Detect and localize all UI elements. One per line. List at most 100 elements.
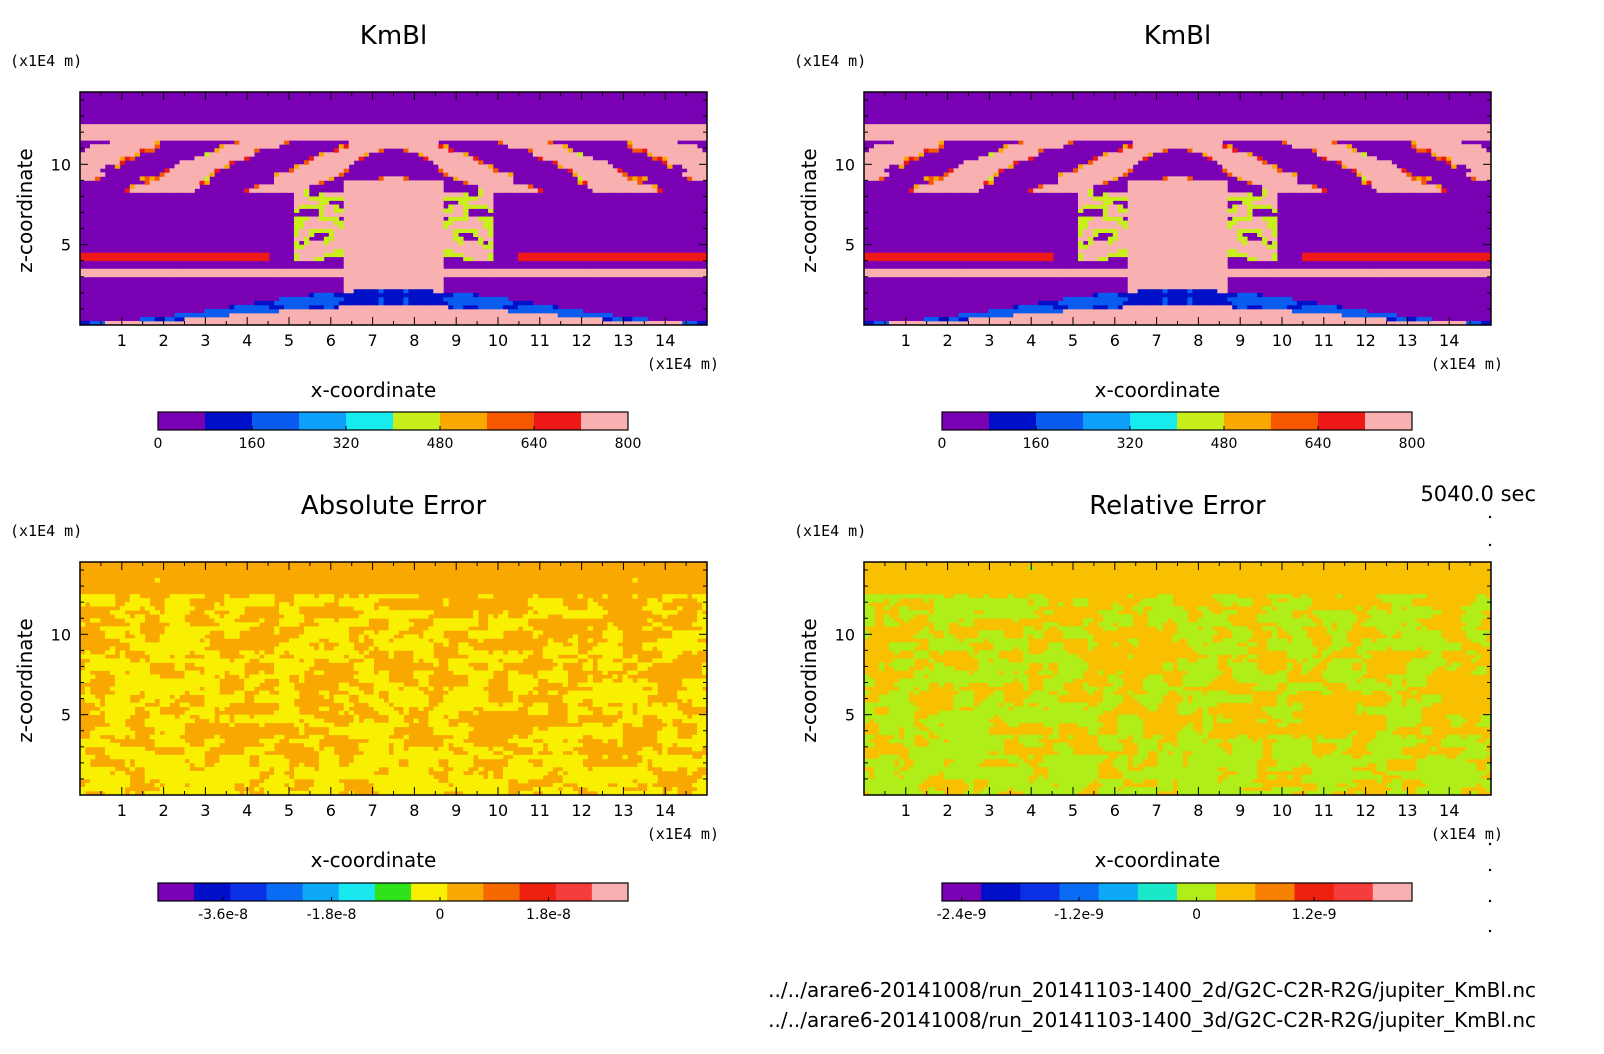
field-cell xyxy=(274,176,280,181)
field-cell xyxy=(1097,244,1104,250)
field-cell xyxy=(1182,240,1188,246)
field-cell xyxy=(303,308,310,314)
field-cell xyxy=(433,280,439,286)
field-cell xyxy=(1127,252,1134,258)
field-cell xyxy=(373,180,379,185)
field-cell xyxy=(1102,200,1109,205)
field-cell xyxy=(428,284,434,290)
field-cell xyxy=(507,144,514,149)
field-cell xyxy=(1152,288,1158,294)
field-cell xyxy=(983,252,989,258)
field-cell xyxy=(993,316,999,322)
field-cell xyxy=(567,132,574,137)
field-cell xyxy=(567,268,574,274)
field-cell xyxy=(547,252,554,258)
field-cell xyxy=(512,124,519,129)
field-cell xyxy=(1008,272,1014,278)
field-cell xyxy=(1132,200,1139,205)
field-cell xyxy=(913,272,920,278)
field-cell xyxy=(298,180,305,185)
field-cell xyxy=(373,192,379,197)
field-cell xyxy=(418,300,424,306)
field-cell xyxy=(1187,264,1193,270)
field-cell xyxy=(893,136,900,141)
field-cell xyxy=(478,272,484,278)
field-cell xyxy=(249,308,255,314)
field-cell xyxy=(1147,208,1154,213)
field-cell xyxy=(903,152,910,157)
field-cell xyxy=(493,316,499,322)
field-cell xyxy=(1058,268,1064,274)
field-cell xyxy=(998,312,1004,318)
field-cell xyxy=(973,136,979,141)
field-cell xyxy=(403,176,409,181)
field-cell xyxy=(567,164,574,169)
field-cell xyxy=(378,132,384,137)
field-cell xyxy=(617,132,623,137)
field-cell xyxy=(114,132,121,137)
field-cell xyxy=(338,192,345,197)
field-cell xyxy=(368,264,374,270)
field-cell xyxy=(293,176,300,181)
field-cell xyxy=(184,172,190,177)
field-cell xyxy=(602,312,608,318)
field-cell xyxy=(413,140,419,145)
field-cell xyxy=(358,204,365,209)
field-cell xyxy=(1102,216,1109,221)
field-cell xyxy=(878,252,885,258)
field-cell xyxy=(104,132,111,137)
field-cell xyxy=(612,132,618,137)
field-cell xyxy=(692,320,698,326)
field-cell xyxy=(632,252,638,258)
field-cell xyxy=(338,224,345,229)
field-cell xyxy=(403,144,409,149)
field-cell xyxy=(473,220,479,225)
field-cell xyxy=(333,160,340,165)
field-cell xyxy=(119,252,126,258)
field-cell xyxy=(353,296,360,302)
field-cell xyxy=(1112,156,1119,161)
field-cell xyxy=(249,272,255,278)
field-cell xyxy=(958,256,964,262)
field-cell xyxy=(318,204,325,209)
field-cell xyxy=(393,284,399,290)
field-cell xyxy=(403,296,409,302)
field-cell xyxy=(562,316,569,322)
field-cell xyxy=(1132,128,1139,133)
field-cell xyxy=(383,252,389,258)
field-cell xyxy=(1157,136,1163,141)
field-cell xyxy=(657,268,663,274)
field-cell xyxy=(502,180,509,185)
field-cell xyxy=(80,172,86,177)
field-cell xyxy=(423,204,429,209)
field-cell xyxy=(1003,164,1009,169)
field-cell xyxy=(204,132,210,137)
field-cell xyxy=(1137,236,1144,242)
field-cell xyxy=(94,156,101,161)
field-cell xyxy=(448,152,454,157)
field-cell xyxy=(453,152,459,157)
field-cell xyxy=(883,128,890,133)
field-cell xyxy=(473,180,479,185)
field-cell xyxy=(448,136,454,141)
field-cell xyxy=(637,128,643,133)
field-cell xyxy=(983,156,989,161)
field-cell xyxy=(577,132,583,137)
field-cell xyxy=(139,184,146,189)
field-cell xyxy=(413,200,419,205)
field-cell xyxy=(408,280,414,286)
field-cell xyxy=(154,128,161,133)
field-cell xyxy=(89,164,96,169)
field-cell xyxy=(318,320,325,326)
field-cell xyxy=(154,176,161,181)
field-cell xyxy=(483,172,489,177)
field-cell xyxy=(953,176,959,181)
field-cell xyxy=(149,252,156,258)
field-cell xyxy=(1157,260,1163,266)
field-cell xyxy=(458,132,464,137)
field-cell xyxy=(458,312,464,318)
field-cell xyxy=(1077,320,1084,326)
field-cell xyxy=(1137,156,1144,161)
field-cell xyxy=(552,316,559,322)
field-cell xyxy=(199,316,205,322)
